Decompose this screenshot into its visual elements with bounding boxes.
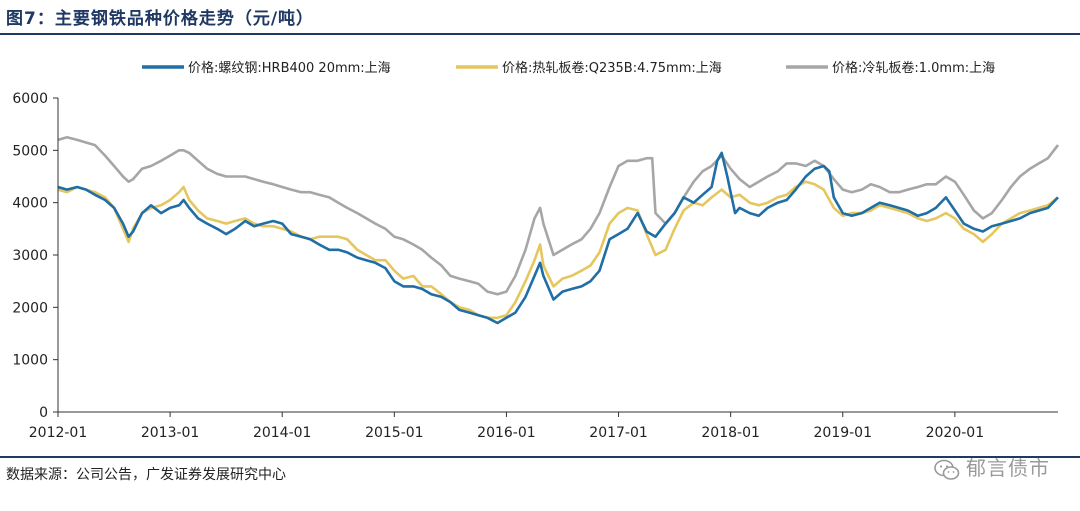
y-tick-label: 5000 xyxy=(12,143,48,159)
series-line-3 xyxy=(57,136,1060,296)
chart-title: 图7：主要钢铁品种价格走势（元/吨） xyxy=(6,9,315,29)
x-tick-label: 2015-01 xyxy=(365,425,424,441)
x-tick-label: 2020-01 xyxy=(926,425,985,441)
series-layer xyxy=(57,136,1060,325)
x-tick-label: 2017-01 xyxy=(589,425,648,441)
x-tick-label: 2019-01 xyxy=(814,425,873,441)
x-tick-label: 2018-01 xyxy=(701,425,760,441)
line-chart: 价格:螺纹钢:HRB400 20mm:上海 价格:热轧板卷:Q235B:4.75m… xyxy=(12,60,1060,441)
y-tick-label: 2000 xyxy=(12,300,48,316)
y-tick-label: 0 xyxy=(39,405,48,421)
x-tick-label: 2013-01 xyxy=(141,425,200,441)
watermark-text: 郁言债市 xyxy=(966,456,1050,480)
watermark: 郁言债市 xyxy=(934,452,1050,481)
y-tick-label: 1000 xyxy=(12,353,48,369)
x-tick-label: 2012-01 xyxy=(29,425,88,441)
series-line-1 xyxy=(57,151,1059,325)
legend-label-3: 价格:冷轧板卷:1.0mm:上海 xyxy=(832,60,995,76)
data-source-note: 数据来源：公司公告，广发证券发展研究中心 xyxy=(6,467,286,483)
x-tick-label: 2016-01 xyxy=(477,425,536,441)
x-tick-label: 2014-01 xyxy=(253,425,312,441)
series-line-2 xyxy=(57,180,1059,320)
chart-axes: 0 1000 2000 3000 4000 5000 6000 2012-01 2013-01 2… xyxy=(12,91,1058,441)
wechat-icon xyxy=(934,459,960,480)
chart-legend: 价格:螺纹钢:HRB400 20mm:上海 价格:热轧板卷:Q235B:4.75m… xyxy=(142,60,995,76)
y-tick-label: 6000 xyxy=(12,91,48,107)
top-rule xyxy=(0,33,1080,35)
y-tick-label: 3000 xyxy=(12,248,48,264)
bottom-rule xyxy=(0,456,1080,458)
legend-label-1: 价格:螺纹钢:HRB400 20mm:上海 xyxy=(188,60,391,76)
legend-label-2: 价格:热轧板卷:Q235B:4.75mm:上海 xyxy=(502,60,722,76)
y-tick-label: 4000 xyxy=(12,196,48,212)
